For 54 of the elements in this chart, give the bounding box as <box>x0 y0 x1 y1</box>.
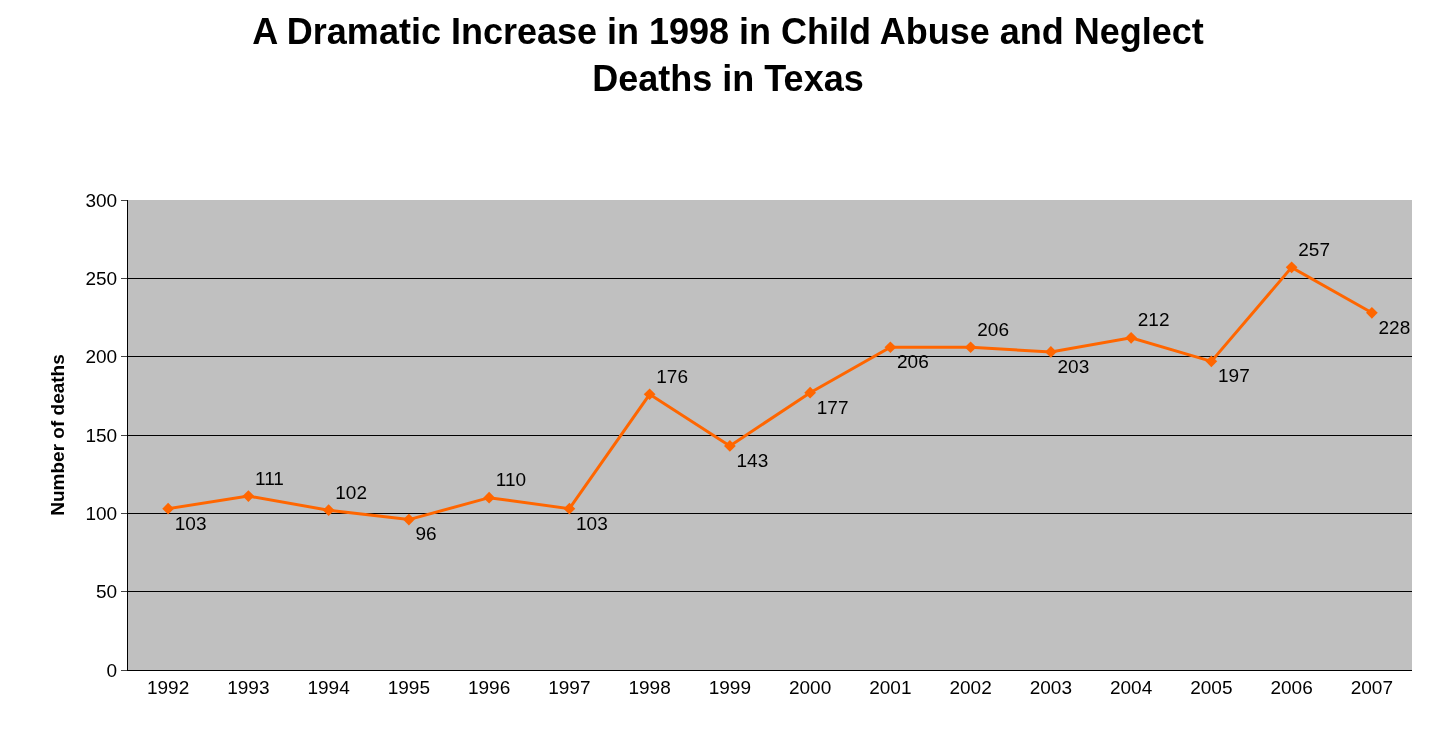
data-label: 177 <box>816 396 849 418</box>
x-tick-label: 1994 <box>307 676 351 698</box>
x-tick-label: 1996 <box>467 676 511 698</box>
data-label: 203 <box>1057 355 1090 377</box>
x-tick-label: 2001 <box>869 676 912 698</box>
x-tick-label: 2004 <box>1109 676 1153 698</box>
point <box>643 388 656 401</box>
x-tick-label: 2002 <box>949 676 992 698</box>
data-label: 103 <box>576 512 608 534</box>
x-tick-label: 2006 <box>1270 676 1313 698</box>
y-tick-label: 150 <box>85 424 118 446</box>
y-axis-title: Number of deaths <box>47 354 69 516</box>
data-label: 102 <box>335 481 367 503</box>
x-tick-label: 2005 <box>1190 676 1233 698</box>
data-label: 96 <box>415 523 437 545</box>
point <box>1205 355 1218 368</box>
x-tick-label: 2000 <box>788 676 832 698</box>
chart-title: A Dramatic Increase in 1998 in Child Abuse and Neglect Deaths in Texas <box>252 11 1204 100</box>
data-label: 176 <box>656 365 688 387</box>
point <box>483 491 495 504</box>
data-label: 103 <box>174 512 207 534</box>
x-tick-label: 1995 <box>387 676 431 698</box>
data-label: 206 <box>977 318 1009 340</box>
data-label: 212 <box>1137 309 1170 331</box>
y-tick-label: 0 <box>106 659 118 681</box>
point <box>1285 261 1298 274</box>
y-tick-label: 50 <box>96 581 118 603</box>
y-tick-label: 300 <box>85 189 118 211</box>
x-tick-label: 1997 <box>548 676 591 698</box>
data-label: 228 <box>1378 316 1411 338</box>
point <box>1045 346 1057 358</box>
point <box>403 513 415 526</box>
y-tick-label: 250 <box>85 267 118 289</box>
point <box>162 502 174 515</box>
data-label: 111 <box>255 467 284 489</box>
data-label: 110 <box>495 469 527 491</box>
point <box>724 440 736 452</box>
x-tick-label: 2003 <box>1029 676 1073 698</box>
point <box>242 490 255 502</box>
point <box>322 504 335 517</box>
x-tick-label: 1999 <box>708 676 752 698</box>
data-label: 143 <box>736 449 769 471</box>
data-label: 257 <box>1298 238 1330 260</box>
x-tick-label: 2007 <box>1350 676 1394 698</box>
point <box>1125 332 1137 344</box>
point <box>563 502 576 515</box>
y-tick-label: 200 <box>85 346 118 368</box>
x-tick-label: 1992 <box>146 676 190 698</box>
x-tick-label: 1993 <box>227 676 270 698</box>
point <box>1366 306 1378 319</box>
y-tick-label: 100 <box>85 502 118 524</box>
x-tick-label: 1998 <box>628 676 671 698</box>
data-label: 197 <box>1218 365 1250 387</box>
point <box>804 386 816 399</box>
